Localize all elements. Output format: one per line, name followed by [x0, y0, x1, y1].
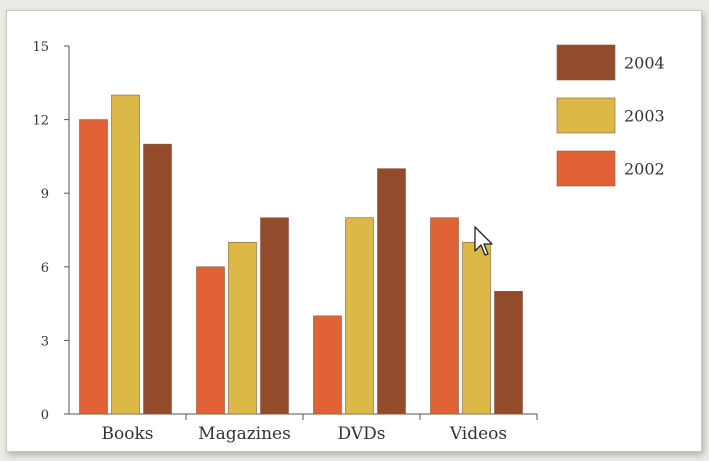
bar-2004-videos: [494, 291, 523, 415]
y-tick-label: 15: [32, 40, 49, 55]
x-category-label: Videos: [449, 424, 507, 444]
legend-label-2002: 2002: [624, 160, 665, 179]
y-tick-label: 3: [41, 334, 49, 349]
bar-2002-magazines: [196, 266, 225, 415]
bar-2004-books: [143, 143, 172, 415]
legend-swatch-2002: [556, 150, 616, 187]
bar-2002-dvds: [313, 315, 342, 415]
y-tick-label: 6: [41, 261, 49, 276]
bar-2004-dvds: [377, 168, 406, 415]
bar-2002-books: [79, 119, 108, 415]
y-tick-label: 12: [32, 114, 49, 129]
legend: 2004 2003 2002: [556, 44, 665, 187]
chart-panel: 0 3 6 9 12 15 Books Magazines DVDs Videos 2004 200…: [6, 10, 702, 452]
bar-2003-magazines: [228, 241, 257, 415]
mouse-pointer-icon: [474, 226, 493, 256]
legend-label-2004: 2004: [624, 54, 665, 73]
x-category-label: Magazines: [198, 424, 291, 444]
bar-2003-videos: [462, 241, 491, 415]
bar-2003-dvds: [345, 217, 374, 415]
cursor-layer: [474, 226, 493, 256]
x-category-label: Books: [102, 424, 154, 444]
bars: [79, 94, 523, 415]
x-category-label: DVDs: [338, 424, 386, 444]
bar-2002-videos: [430, 217, 459, 415]
legend-label-2003: 2003: [624, 107, 665, 126]
bar-2004-magazines: [260, 217, 289, 415]
y-tick-label: 9: [41, 187, 49, 202]
axes: 0 3 6 9 12 15 Books Magazines DVDs Videos: [32, 40, 538, 444]
y-tick-label: 0: [41, 408, 49, 423]
legend-swatch-2003: [556, 97, 616, 134]
legend-swatch-2004: [556, 44, 616, 81]
bar-2003-books: [111, 94, 140, 415]
